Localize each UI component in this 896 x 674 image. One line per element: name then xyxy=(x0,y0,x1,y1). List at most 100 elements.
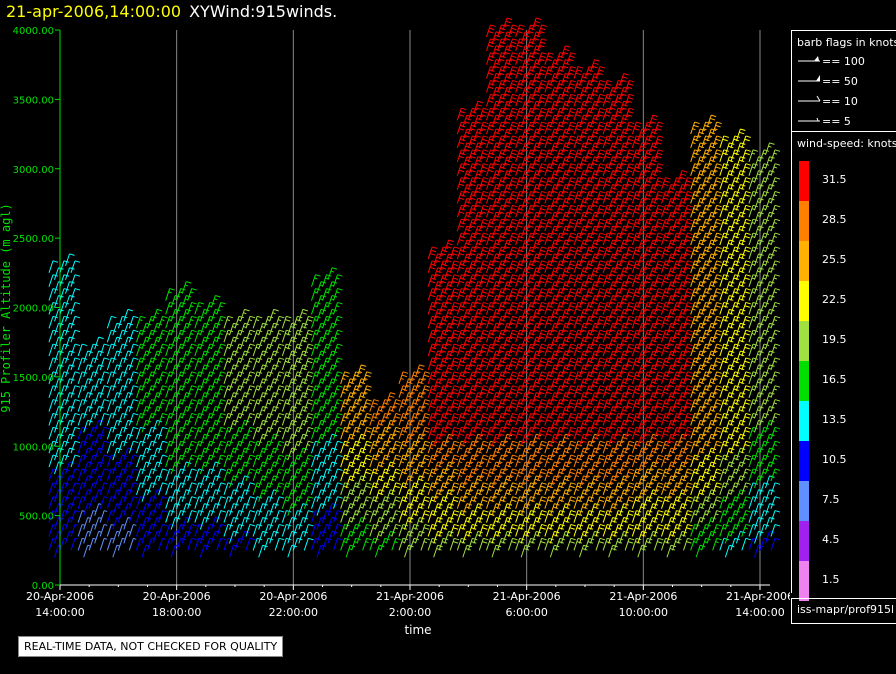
wind-barb xyxy=(128,329,139,343)
wind-barb xyxy=(497,385,507,398)
wind-barb xyxy=(112,406,122,419)
wind-barb xyxy=(531,461,542,475)
wind-barb xyxy=(234,385,245,398)
wind-barb xyxy=(613,371,624,384)
wind-barb xyxy=(83,461,93,475)
wind-barb xyxy=(263,399,274,412)
wind-barb xyxy=(759,412,770,426)
wind-barb xyxy=(759,343,770,357)
wind-barb xyxy=(537,482,547,495)
wind-barb xyxy=(730,412,740,426)
wind-barb xyxy=(637,308,647,322)
wind-barb xyxy=(176,412,186,426)
wind-barb xyxy=(117,482,128,495)
wind-barb xyxy=(478,537,489,551)
wind-barb xyxy=(123,378,133,391)
wind-barb xyxy=(724,295,735,308)
wind-barb xyxy=(83,544,91,558)
wind-barb xyxy=(263,537,274,551)
wind-barb xyxy=(351,482,361,495)
wind-barb xyxy=(555,454,565,468)
wind-barb xyxy=(724,378,735,391)
wind-barb xyxy=(759,440,770,454)
wind-barb xyxy=(526,315,536,329)
wind-barb xyxy=(345,447,356,461)
wind-barb xyxy=(112,433,122,447)
wind-barb xyxy=(478,260,489,273)
wind-barb xyxy=(579,503,589,516)
wind-barb xyxy=(759,482,770,495)
wind-barb xyxy=(415,378,425,391)
wind-barb xyxy=(123,406,133,419)
wind-barb xyxy=(128,523,137,537)
wind-barb xyxy=(88,510,97,523)
wind-barb xyxy=(117,385,128,398)
wind-barb xyxy=(258,503,268,516)
wind-barb xyxy=(706,378,717,391)
wind-barb xyxy=(765,239,775,253)
wind-barb xyxy=(497,523,507,537)
wind-barb xyxy=(409,510,420,523)
wind-barb xyxy=(70,301,81,315)
wind-barb xyxy=(205,523,215,537)
wind-barb xyxy=(584,177,595,190)
wind-barb xyxy=(229,461,239,475)
wind-barb xyxy=(59,329,70,343)
wind-barb xyxy=(234,329,245,343)
wind-barb xyxy=(316,406,327,419)
wind-barb xyxy=(258,530,268,544)
wind-barb xyxy=(449,274,460,287)
wind-barb xyxy=(666,239,677,253)
wind-barb xyxy=(438,482,449,495)
wind-barb xyxy=(287,433,297,447)
wind-barb xyxy=(770,274,781,287)
wind-barb xyxy=(409,454,420,468)
wind-barb xyxy=(677,530,688,544)
wind-barb xyxy=(298,419,308,433)
wind-barb xyxy=(205,343,215,357)
wind-barb xyxy=(112,447,122,461)
wind-barb xyxy=(642,204,653,218)
wind-barb xyxy=(345,378,356,391)
wind-barb xyxy=(117,468,128,482)
wind-barb xyxy=(537,135,547,149)
header-title: XYWind:915winds. xyxy=(189,2,338,21)
wind-barb xyxy=(590,503,600,516)
wind-barb xyxy=(292,440,303,454)
wind-barb xyxy=(473,114,483,128)
wind-barb xyxy=(765,364,775,378)
wind-barb xyxy=(362,496,372,509)
wind-barb xyxy=(444,322,454,336)
wind-barb xyxy=(449,371,460,384)
wind-barb xyxy=(141,322,152,336)
wind-barb xyxy=(677,197,688,211)
wind-barb xyxy=(531,211,542,225)
wind-barb xyxy=(666,295,677,308)
wind-barb xyxy=(287,392,297,405)
wind-barb xyxy=(637,295,647,308)
wind-barb xyxy=(99,412,110,426)
wind-barb xyxy=(123,475,133,489)
wind-barb xyxy=(520,253,531,267)
barb-legend-title: barb flags in knots xyxy=(797,36,896,49)
wind-barb xyxy=(152,503,163,516)
wind-barb xyxy=(549,86,560,100)
speed-swatch xyxy=(799,161,809,201)
wind-barb xyxy=(205,357,215,371)
wind-barb xyxy=(672,399,682,412)
wind-barb xyxy=(274,385,285,398)
wind-barb xyxy=(724,544,735,558)
wind-barb xyxy=(537,510,547,523)
wind-barb xyxy=(99,468,110,482)
x-tick-label-time: 14:00:00 xyxy=(735,606,784,619)
wind-barb xyxy=(70,329,81,343)
wind-barb xyxy=(759,260,770,273)
wind-barb xyxy=(486,52,496,65)
wind-barb xyxy=(70,496,81,509)
wind-barb xyxy=(181,336,192,350)
wind-barb xyxy=(526,399,536,412)
wind-barb xyxy=(199,530,210,544)
wind-barb xyxy=(672,371,682,384)
wind-barb xyxy=(70,357,81,371)
wind-barb xyxy=(672,177,682,190)
